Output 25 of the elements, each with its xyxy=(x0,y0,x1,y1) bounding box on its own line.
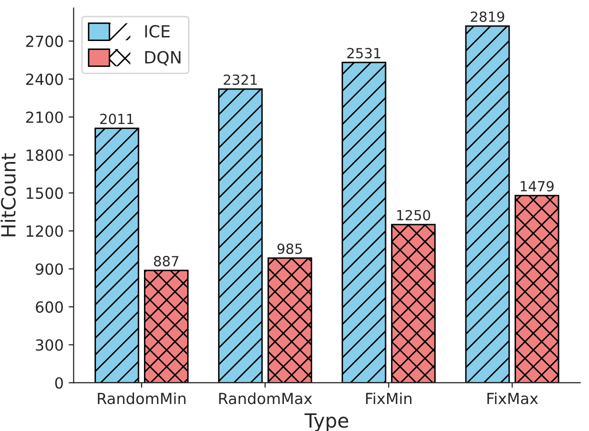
legend-label: DQN xyxy=(145,50,180,66)
data-label: 985 xyxy=(277,244,302,254)
x-tick-label: FixMin xyxy=(366,392,412,404)
y-tick-label: 900 xyxy=(36,263,63,275)
y-tick-label: 1800 xyxy=(26,149,63,161)
y-tick-label: 1500 xyxy=(26,187,63,199)
data-label: 1479 xyxy=(520,181,554,192)
data-label: 2321 xyxy=(224,74,257,85)
y-tick-label: 2100 xyxy=(26,111,63,124)
y-tick-label: 300 xyxy=(36,339,63,351)
data-label: 2531 xyxy=(347,48,380,58)
x-tick-label: RandomMin xyxy=(98,392,186,404)
y-tick-label: 1200 xyxy=(26,225,63,237)
data-label: 2011 xyxy=(100,114,134,124)
y-tick-label: 2400 xyxy=(26,74,63,86)
data-label: 887 xyxy=(154,256,178,266)
data-label: 1250 xyxy=(397,210,430,220)
x-tick-label: RandomMax xyxy=(219,392,312,404)
y-axis-title: HitCount xyxy=(0,153,16,236)
x-tick-label: FixMax xyxy=(487,392,538,404)
data-label: 2819 xyxy=(470,11,504,22)
y-tick-label: 600 xyxy=(36,301,63,313)
y-tick-label: 2700 xyxy=(26,36,63,48)
y-tick-label: 0 xyxy=(55,377,63,389)
legend-label: ICE xyxy=(145,24,170,38)
